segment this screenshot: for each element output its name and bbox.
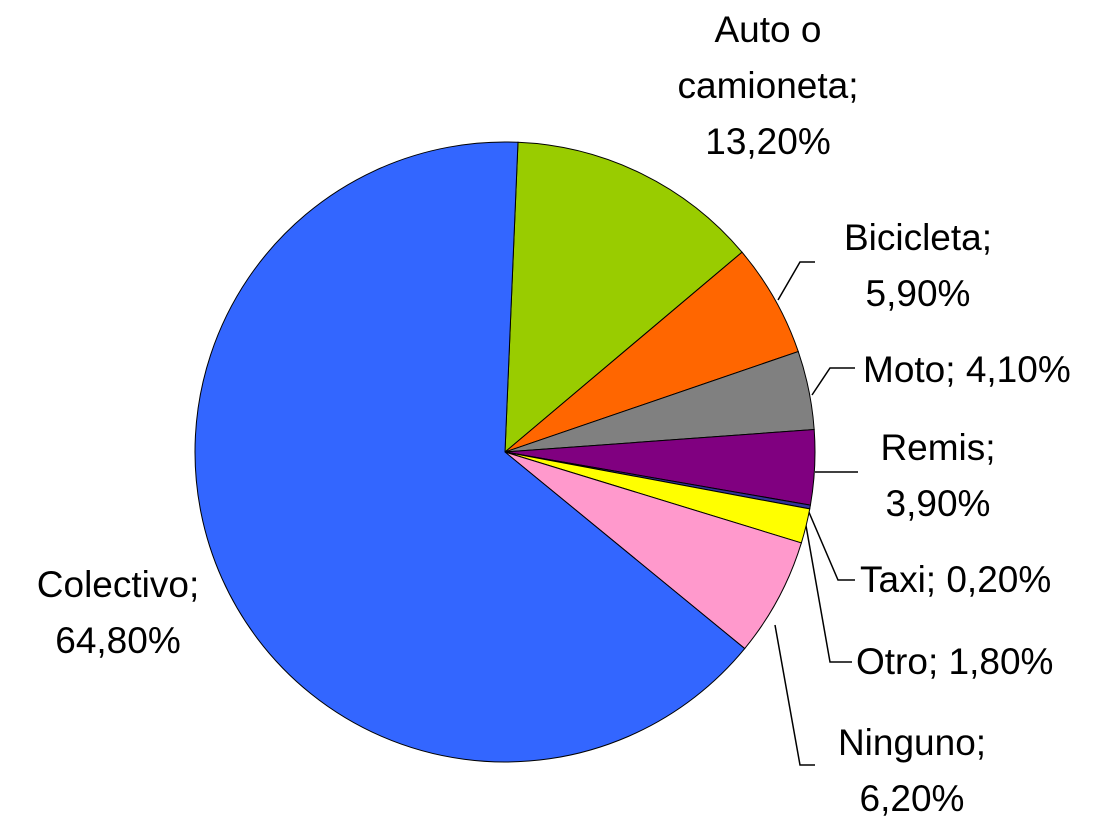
leader-line: [811, 367, 855, 396]
value-label: 3,90%: [885, 483, 991, 524]
value-label: 4,10%: [965, 349, 1071, 390]
category-label: Ninguno;: [837, 722, 987, 763]
slice-label: Remis; 3,90%: [808, 420, 1068, 532]
value-label: 1,80%: [948, 641, 1054, 682]
leader-lines: [774, 261, 858, 766]
pie-slice: [194, 141, 746, 763]
slice-label: Auto o camioneta; 13,20%: [638, 2, 898, 170]
slice-label: Ninguno; 6,20%: [782, 715, 1042, 827]
category-label: Moto;: [863, 349, 956, 390]
slice-label: Moto; 4,10%: [863, 342, 1117, 398]
slice-label: Bicicleta; 5,90%: [788, 210, 1048, 322]
category-label: Remis;: [880, 427, 996, 468]
category-label: Otro;: [856, 641, 939, 682]
category-label: Colectivo;: [36, 564, 200, 605]
value-label: 0,20%: [946, 559, 1052, 600]
slice-label: Otro; 1,80%: [856, 634, 1116, 690]
slice-label: Taxi; 0,20%: [860, 552, 1117, 608]
pie-slice: [504, 451, 802, 650]
leader-line: [804, 519, 852, 663]
value-label: 13,20%: [705, 121, 831, 162]
category-label: Bicicleta;: [843, 217, 993, 258]
pie-slice: [504, 141, 743, 454]
value-label: 6,20%: [859, 778, 965, 819]
value-label: 5,90%: [865, 273, 971, 314]
value-label: 64,80%: [55, 620, 181, 661]
leader-line: [777, 261, 815, 301]
category-label: Taxi;: [860, 559, 937, 600]
slice-label: Colectivo; 64,80%: [0, 557, 248, 669]
leader-line: [807, 509, 855, 581]
category-label: Auto o camioneta;: [677, 9, 859, 106]
leader-line: [774, 624, 815, 766]
